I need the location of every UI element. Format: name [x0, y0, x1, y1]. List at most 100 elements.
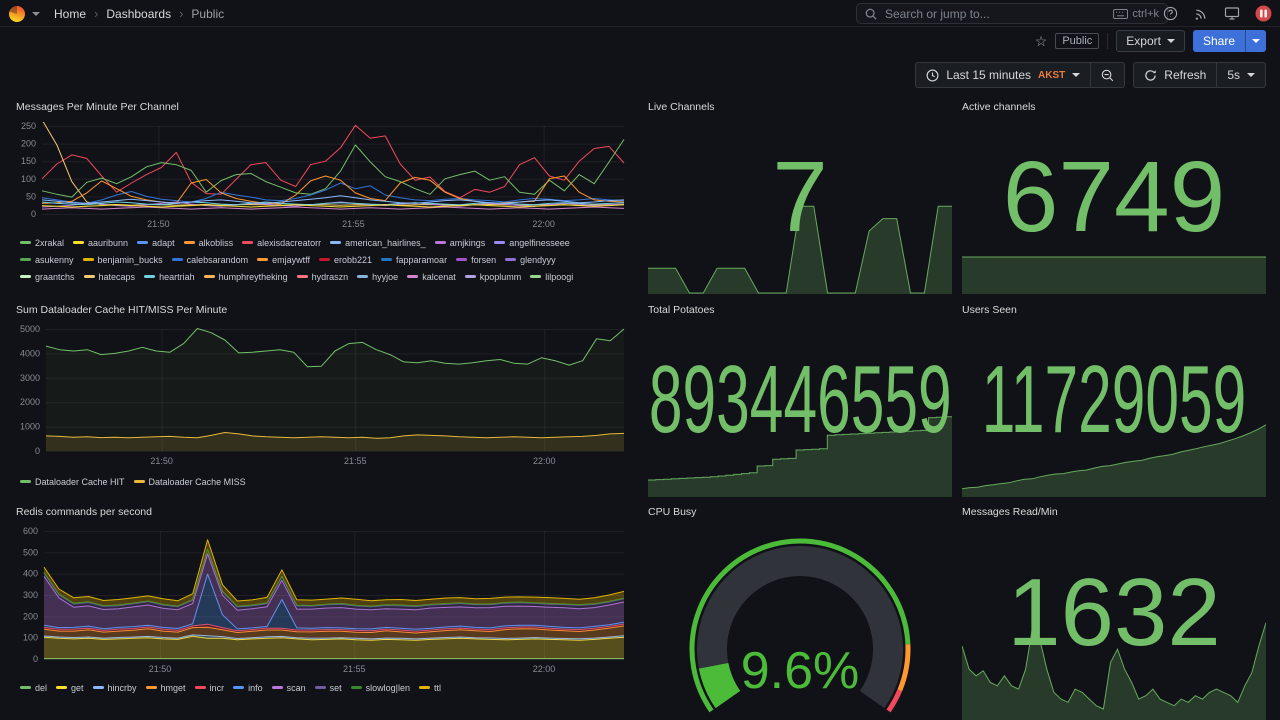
legend-item[interactable]: kalcenat: [407, 270, 456, 283]
legend-swatch: [20, 686, 31, 689]
panel-messages-read: Messages Read/Min 1632: [962, 505, 1266, 720]
legend-item[interactable]: forsen: [456, 253, 496, 266]
legend-swatch: [381, 258, 393, 261]
legend-item[interactable]: american_hairlines_: [330, 236, 426, 249]
time-range-picker[interactable]: Last 15 minutes AKST: [915, 62, 1092, 88]
org-switcher-caret-icon[interactable]: [32, 11, 40, 16]
legend-item[interactable]: moogulwnbat: [236, 287, 305, 290]
panel-title: Messages Per Minute Per Channel: [16, 101, 179, 113]
legend-item[interactable]: ttl: [419, 681, 441, 693]
legend-swatch: [434, 241, 446, 244]
active-channels-sparkline[interactable]: [962, 256, 1266, 294]
legend-item[interactable]: mtwl: [398, 287, 432, 290]
legend-item[interactable]: kpoplumm: [464, 270, 521, 283]
svg-text:21:50: 21:50: [149, 664, 172, 674]
legend-item[interactable]: heartriah: [144, 270, 195, 283]
cpu-busy-gauge[interactable]: 9.6%: [648, 513, 952, 718]
svg-text:21:55: 21:55: [342, 219, 365, 229]
help-icon[interactable]: [1161, 5, 1179, 23]
legend-item[interactable]: scan: [271, 681, 306, 693]
zoom-out-button[interactable]: [1091, 62, 1126, 88]
legend-item[interactable]: mariabellab: [20, 287, 82, 290]
legend-item[interactable]: info: [233, 681, 263, 693]
legend-item[interactable]: erobb221: [318, 253, 372, 266]
search-bar[interactable]: ctrl+k: [856, 3, 1168, 24]
legend-item[interactable]: mrrastermoses: [314, 287, 389, 290]
legend-swatch: [183, 241, 195, 244]
legend-item[interactable]: Dataloader Cache MISS: [133, 475, 246, 487]
users-seen-sparkline[interactable]: [962, 379, 1266, 497]
legend-item[interactable]: hyyjoe: [357, 270, 398, 283]
legend-item[interactable]: glendyyy: [505, 253, 556, 266]
panel-redis-commands: Redis commands per second 0 100 200 300 400 5…: [16, 505, 628, 720]
legend-item[interactable]: hmget: [145, 681, 186, 693]
legend-swatch: [257, 258, 269, 261]
star-favorite-icon[interactable]: ☆: [1034, 33, 1048, 49]
legend-item[interactable]: set: [314, 681, 342, 693]
svg-text:0: 0: [31, 209, 36, 219]
legend-item[interactable]: Dataloader Cache HIT: [20, 475, 125, 487]
legend-item[interactable]: benjamin_bucks: [82, 253, 163, 266]
svg-text:22:00: 22:00: [533, 664, 556, 674]
svg-text:150: 150: [21, 156, 36, 166]
news-rss-icon[interactable]: [1192, 5, 1210, 23]
share-split-button: Share: [1192, 30, 1266, 52]
legend-item[interactable]: lilpoogi: [530, 270, 573, 283]
legend-item[interactable]: del: [20, 681, 47, 693]
redis-legend: del get hincrby hmget incr info scan set slowlog…: [20, 677, 628, 693]
share-dropdown-button[interactable]: [1245, 30, 1266, 52]
legend-item[interactable]: adapt: [137, 236, 175, 249]
svg-text:0: 0: [33, 654, 38, 664]
legend-item[interactable]: fapparamoar: [381, 253, 447, 266]
dataloader-chart[interactable]: 0 1000 2000 3000 4000 5000 21:50 21:55 22:00: [16, 325, 628, 467]
grafana-logo-icon[interactable]: [8, 5, 26, 23]
breadcrumb-dashboards[interactable]: Dashboards: [106, 6, 172, 21]
total-potatoes-sparkline[interactable]: [648, 379, 952, 497]
refresh-button[interactable]: Refresh: [1133, 62, 1218, 88]
legend-item[interactable]: get: [56, 681, 84, 693]
live-channels-sparkline[interactable]: [648, 199, 952, 294]
refresh-interval-picker[interactable]: 5s: [1217, 62, 1266, 88]
legend-item[interactable]: hydraszn: [296, 270, 348, 283]
svg-text:400: 400: [23, 569, 38, 579]
legend-swatch: [194, 686, 206, 689]
legend-item[interactable]: asukenny: [20, 253, 74, 266]
legend-item[interactable]: incr: [194, 681, 224, 693]
legend-item[interactable]: graantchs: [20, 270, 75, 283]
export-button[interactable]: Export: [1116, 30, 1185, 52]
legend-item[interactable]: slowlog|len: [350, 681, 410, 693]
time-controls: Last 15 minutes AKST Refresh 5s: [915, 62, 1266, 88]
chevron-down-icon: [1252, 39, 1260, 43]
dashboard-tag[interactable]: Public: [1055, 33, 1100, 49]
legend-item[interactable]: oakistan34: [440, 287, 499, 290]
legend-item[interactable]: hincrby: [92, 681, 137, 693]
legend-item[interactable]: emjaywtff: [257, 253, 310, 266]
legend-item[interactable]: angelfinesseee: [494, 236, 570, 249]
legend-item[interactable]: mdwounda: [168, 287, 227, 290]
legend-swatch: [171, 258, 183, 261]
legend-item[interactable]: humphreytheking: [203, 270, 288, 283]
nav-left: Home › Dashboards › Public: [8, 0, 224, 27]
legend-item[interactable]: ooisty: [508, 287, 547, 290]
redis-chart[interactable]: 0 100 200 300 400 500 600 21:50 21:55 22:00: [16, 527, 628, 675]
share-button[interactable]: Share: [1192, 30, 1245, 52]
messages-chart[interactable]: 0 50 100 150 200 250 21:50 21:55 22:00: [16, 122, 628, 230]
legend-swatch: [233, 686, 245, 689]
legend-item[interactable]: marisnotokay: [91, 287, 160, 290]
legend-swatch: [419, 686, 430, 689]
legend-item[interactable]: calebsarandom: [171, 253, 248, 266]
breadcrumb-home[interactable]: Home: [54, 6, 87, 21]
screen-monitor-icon[interactable]: [1223, 5, 1241, 23]
legend-item[interactable]: alexisdacreatorr: [242, 236, 321, 249]
legend-item[interactable]: hatecaps: [83, 270, 135, 283]
stat-value: 1632: [1007, 558, 1221, 666]
messages-read-sparkline[interactable]: [962, 615, 1266, 720]
legend-item[interactable]: aauribunn: [73, 236, 128, 249]
legend-item[interactable]: 2xrakal: [20, 236, 64, 249]
legend-item[interactable]: alkobliss: [183, 236, 233, 249]
profile-avatar[interactable]: [1254, 5, 1272, 23]
legend-swatch: [330, 241, 342, 244]
panel-title: Messages Read/Min: [962, 506, 1058, 518]
search-input[interactable]: [883, 5, 1108, 22]
legend-item[interactable]: amjkings: [434, 236, 485, 249]
